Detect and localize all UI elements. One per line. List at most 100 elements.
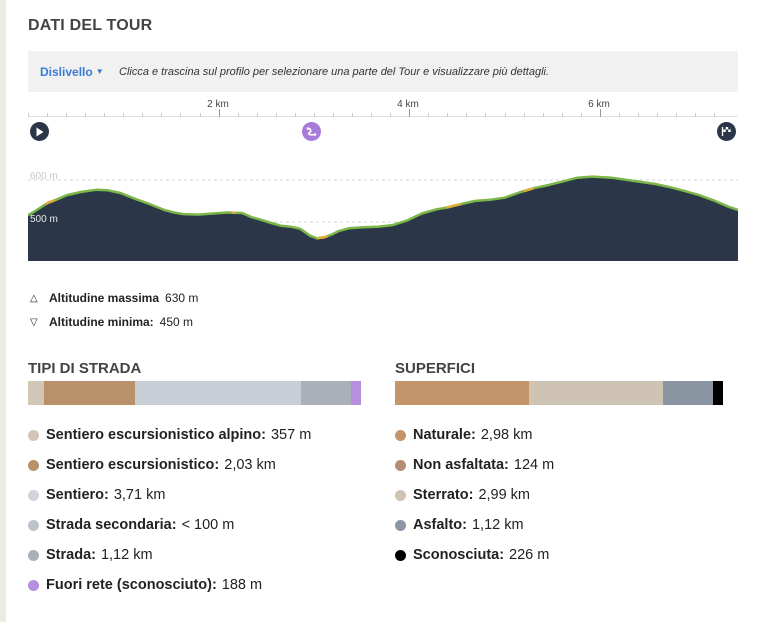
road-type-segment[interactable] [351,381,361,405]
ruler-tick [85,113,87,117]
road-type-legend-item[interactable]: Fuori rete (sconosciuto): 188 m [28,570,311,600]
route-waypoint-marker[interactable] [302,122,321,141]
ruler-tick [371,113,373,117]
surface-legend-item[interactable]: Naturale: 2,98 km [395,420,554,450]
surface-segment[interactable] [712,381,723,405]
legend-value: 3,71 km [113,487,166,503]
ruler-tick [618,113,620,117]
legend-label: Fuori rete (sconosciuto): [46,577,217,593]
elevation-highlights [44,187,535,240]
road-types-title: TIPI DI STRADA [28,360,142,377]
legend-label: Strada: [46,547,96,563]
y-label-500: 500 m [30,214,58,225]
surface-segment[interactable] [395,381,529,405]
ruler-tick [561,113,563,117]
legend-dot-icon [28,549,39,561]
road-type-segment[interactable] [28,381,44,405]
ruler-tick [28,113,29,117]
legend-value: < 100 m [181,517,235,533]
road-type-legend-item[interactable]: Strada: 1,12 km [28,540,311,570]
ruler-tick [504,113,506,117]
surface-legend-item[interactable]: Sconosciuta: 226 m [395,540,554,570]
ruler-tick [66,113,68,117]
surface-legend-item[interactable]: Sterrato: 2,99 km [395,480,554,510]
ruler-tick [104,113,106,117]
road-types-legend: Sentiero escursionistico alpino: 357 m Sen… [28,420,311,600]
min-altitude-label: Altitudine minima: [49,315,154,329]
legend-label: Asfalto: [413,517,467,533]
distance-ruler: 2 km 4 km 6 km [28,93,738,123]
ruler-tick [485,113,487,117]
max-altitude-label: Altitudine massima [49,291,160,305]
surface-segment[interactable] [662,381,713,405]
surface-segment[interactable] [528,381,663,405]
legend-value: 124 m [513,457,555,473]
ruler-tick [47,113,49,117]
elevation-profile-chart[interactable]: 600 m 500 m [28,145,738,261]
legend-dot-icon [395,519,406,531]
triangle-up-icon: △ [30,292,38,304]
elevation-highlight-segment [44,198,56,206]
ruler-tick [294,113,296,117]
legend-value: 2,98 km [480,427,533,443]
ruler-tick [218,109,220,117]
surface-legend-item[interactable]: Non asfaltata: 124 m [395,450,554,480]
left-border [0,0,6,622]
legend-label: Sentiero: [46,487,109,503]
legend-dot-icon [28,459,39,471]
min-altitude-row: ▽ Altitudine minima: 450 m [30,315,193,329]
ruler-tick [180,113,182,117]
legend-dot-icon [395,489,406,501]
surfaces-bar[interactable] [395,381,738,405]
ruler-tick [390,113,392,117]
legend-value: 1,12 km [100,547,153,563]
elevation-line [28,175,738,240]
surface-legend-item[interactable]: Asfalto: 1,12 km [395,510,554,540]
ruler-tick [142,113,144,117]
ruler-tick [275,113,277,117]
finish-marker[interactable] [717,122,736,141]
ruler-tick [161,113,163,117]
profile-hint: Clicca e trascina sul profilo per selezi… [119,66,550,78]
min-altitude-value: 450 m [159,315,194,329]
legend-dot-icon [28,429,39,441]
legend-label: Sterrato: [413,487,474,503]
dropdown-label: Dislivello [40,65,93,79]
road-type-segment[interactable] [135,381,302,405]
elevation-highlight-segment [523,187,535,193]
ruler-tick [428,113,430,117]
legend-value: 1,12 km [471,517,524,533]
legend-label: Sentiero escursionistico: [46,457,220,473]
ruler-tick [676,113,678,117]
elevation-area [28,176,738,261]
elevation-dropdown[interactable]: Dislivello ▼ [40,65,104,79]
road-type-legend-item[interactable]: Sentiero escursionistico alpino: 357 m [28,420,311,450]
surfaces-legend: Naturale: 2,98 km Non asfaltata: 124 m Sterr… [395,420,554,570]
ruler-tick [199,113,201,117]
road-type-legend-item[interactable]: Sentiero escursionistico: 2,03 km [28,450,311,480]
surfaces-title: SUPERFICI [395,360,476,377]
legend-value: 226 m [509,547,550,563]
max-altitude-row: △ Altitudine massima 630 m [30,291,198,305]
legend-label: Sconosciuta: [413,547,505,563]
ruler-tick [409,109,411,117]
y-label-600: 600 m [30,171,58,182]
road-types-bar[interactable] [28,381,371,405]
road-type-segment[interactable] [301,381,352,405]
triangle-down-icon: ▽ [30,316,38,328]
caret-down-icon: ▼ [95,67,104,76]
ruler-tick [695,113,697,117]
finish-flag-icon [721,127,731,136]
road-type-legend-item[interactable]: Strada secondaria: < 100 m [28,510,311,540]
ruler-tick [352,113,354,117]
legend-value: 2,03 km [224,457,276,473]
road-type-legend-item[interactable]: Sentiero: 3,71 km [28,480,311,510]
legend-value: 357 m [270,427,312,443]
start-marker[interactable] [30,122,49,141]
ruler-baseline [28,116,738,117]
legend-dot-icon [28,519,39,531]
legend-label: Non asfaltata: [413,457,509,473]
legend-value: 2,99 km [478,487,531,503]
road-type-segment[interactable] [43,381,136,405]
ruler-tick [237,113,239,117]
